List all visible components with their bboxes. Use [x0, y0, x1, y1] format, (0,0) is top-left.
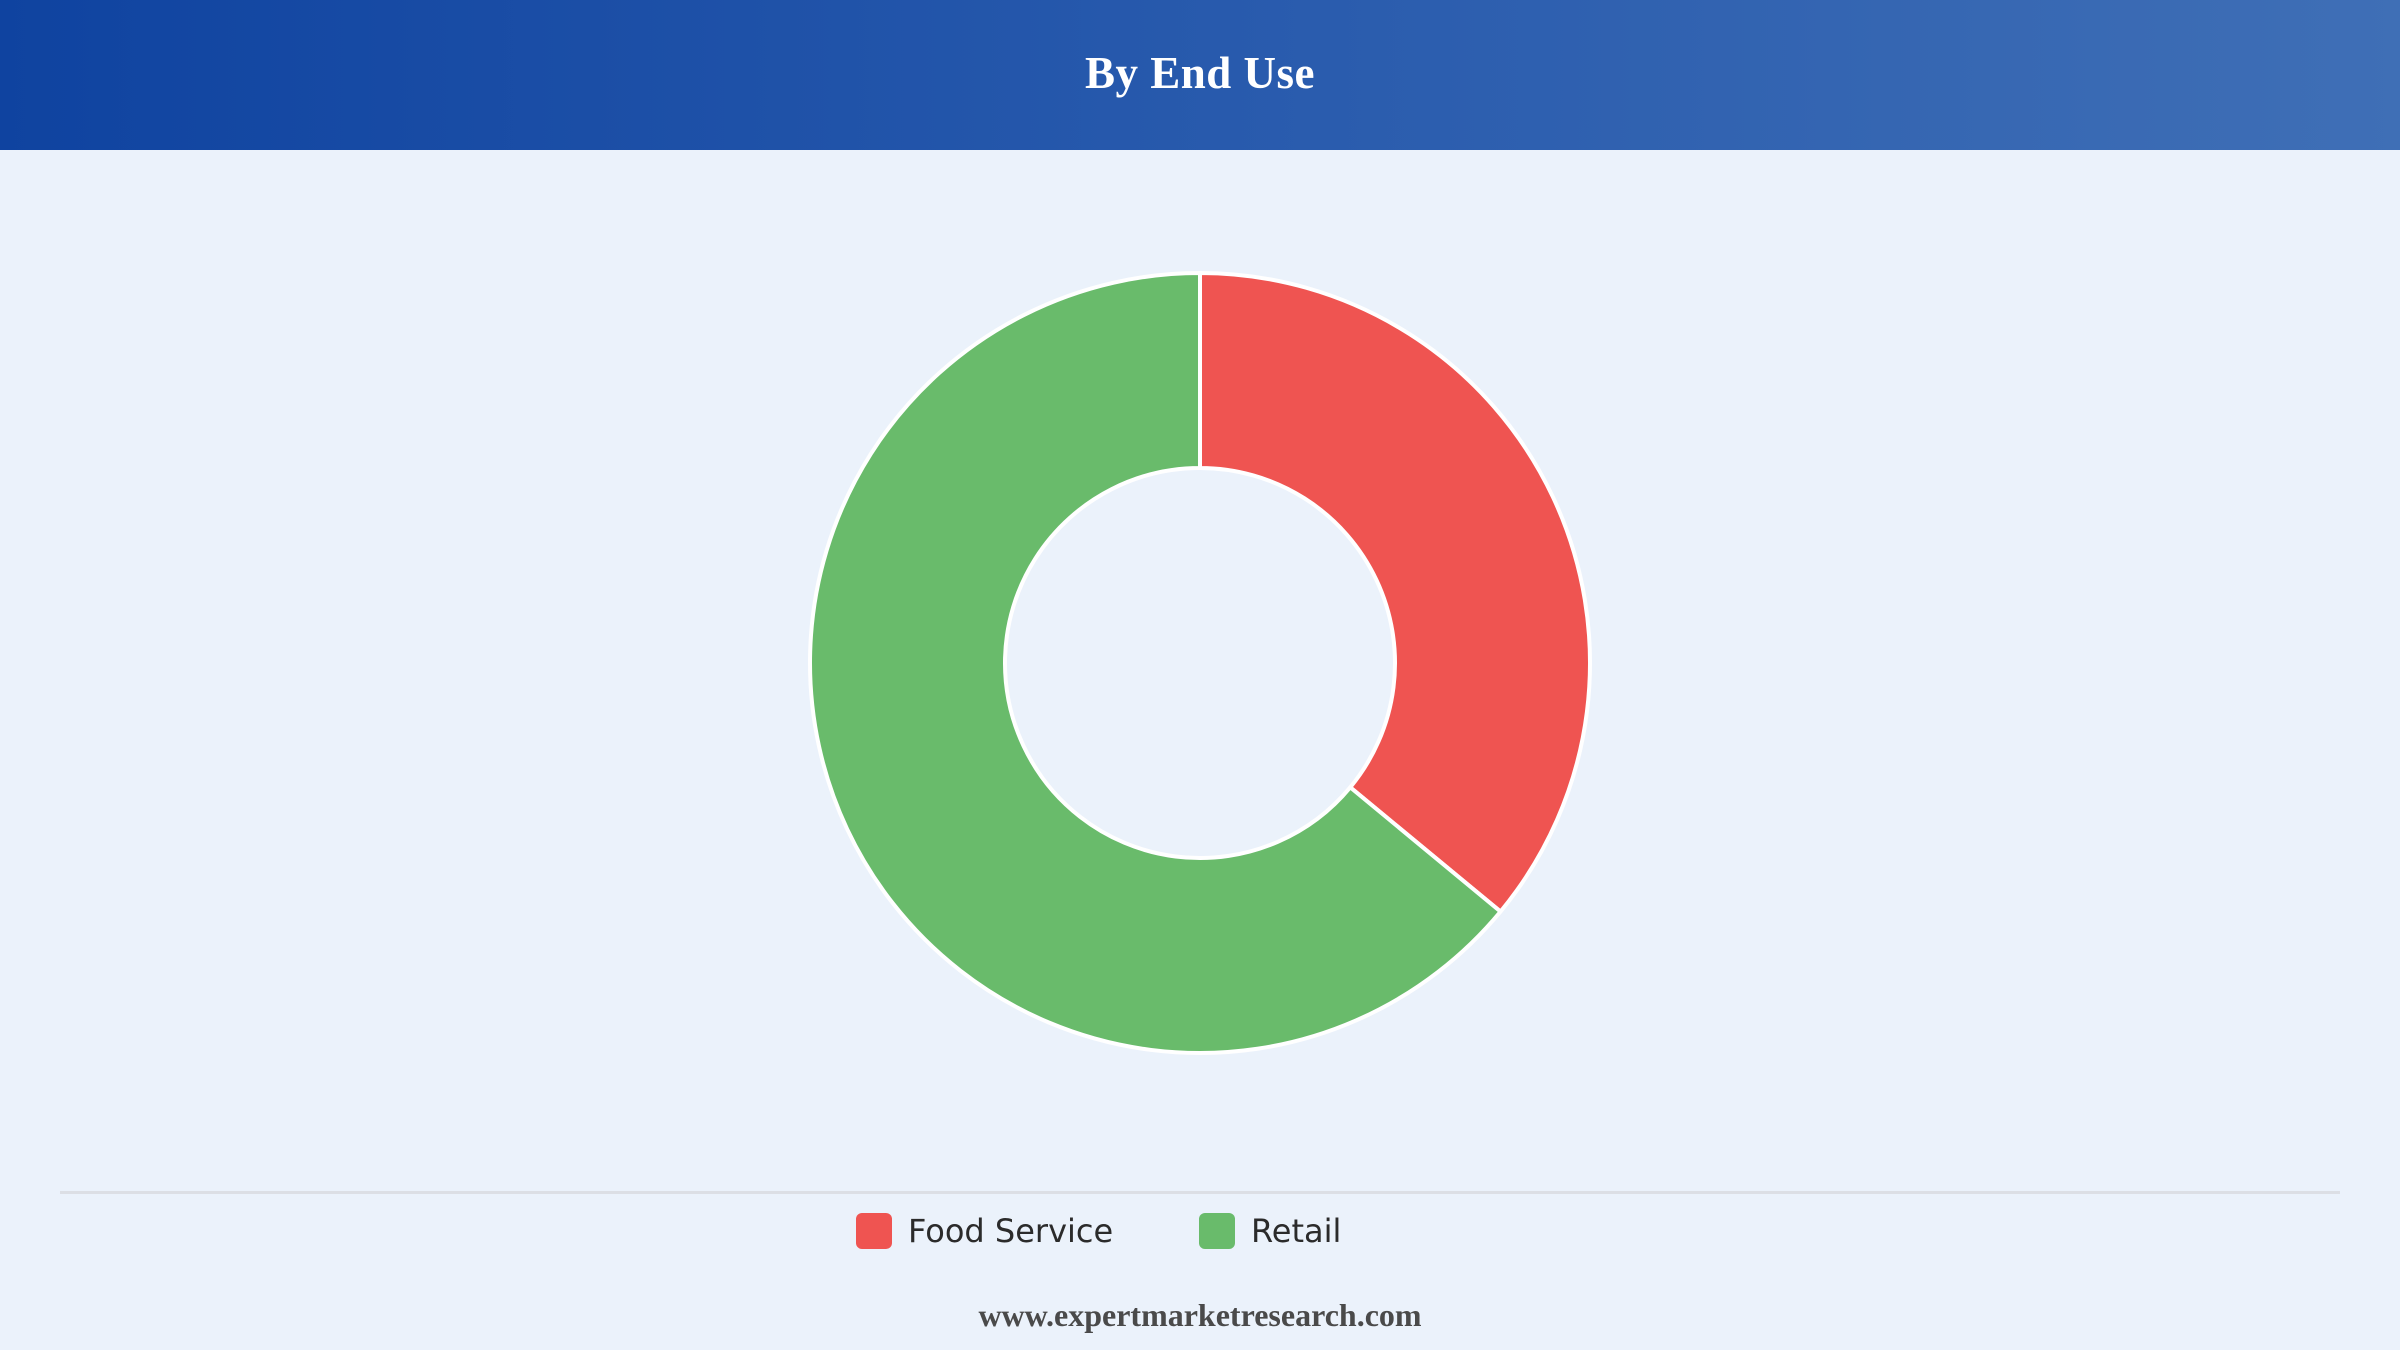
source-website: www.expertmarketresearch.com — [978, 1297, 1422, 1333]
title-banner: By End Use — [0, 0, 2400, 150]
legend-label-food-service: Food Service — [908, 1212, 1114, 1250]
legend-swatch-retail — [1199, 1213, 1235, 1249]
legend-label-retail: Retail — [1251, 1212, 1342, 1250]
donut-slice-retail[interactable] — [808, 271, 1503, 1055]
legend-swatch-food-service — [856, 1213, 892, 1249]
chart-legend: Food Service Retail — [0, 1207, 2400, 1257]
legend-item-food-service[interactable]: Food Service — [856, 1207, 1113, 1255]
donut-slice-food-service[interactable] — [1198, 271, 1592, 914]
legend-divider — [60, 1191, 2340, 1194]
chart-area — [0, 150, 2400, 1180]
donut-chart — [808, 271, 1592, 1055]
chart-title: By End Use — [1084, 48, 1316, 98]
legend-item-retail[interactable]: Retail — [1199, 1207, 1341, 1255]
